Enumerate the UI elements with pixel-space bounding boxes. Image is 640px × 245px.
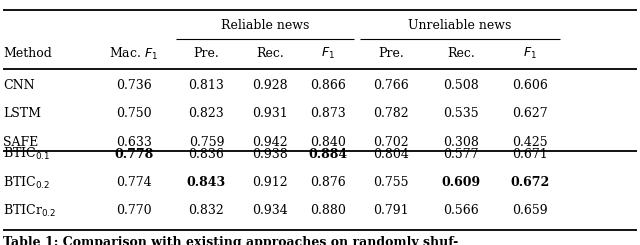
Text: 0.880: 0.880: [310, 204, 346, 217]
Text: 0.832: 0.832: [189, 204, 224, 217]
Text: 0.508: 0.508: [443, 79, 479, 92]
Text: BTIC$_{0.1}$: BTIC$_{0.1}$: [3, 146, 51, 162]
Text: 0.942: 0.942: [252, 135, 287, 149]
Text: 0.912: 0.912: [252, 176, 287, 189]
Text: 0.755: 0.755: [374, 176, 409, 189]
Text: 0.866: 0.866: [310, 79, 346, 92]
Text: 0.425: 0.425: [512, 135, 547, 149]
Text: 0.782: 0.782: [374, 107, 409, 121]
Text: Rec.: Rec.: [447, 47, 475, 61]
Text: 0.633: 0.633: [116, 135, 152, 149]
Text: LSTM: LSTM: [3, 107, 41, 121]
Text: Unreliable news: Unreliable news: [408, 19, 512, 32]
Text: 0.873: 0.873: [310, 107, 346, 121]
Text: 0.535: 0.535: [443, 107, 479, 121]
Text: Method: Method: [3, 47, 52, 61]
Text: 0.804: 0.804: [373, 148, 410, 161]
Text: 0.566: 0.566: [443, 204, 479, 217]
Text: 0.759: 0.759: [189, 135, 224, 149]
Text: Pre.: Pre.: [378, 47, 404, 61]
Text: 0.938: 0.938: [252, 148, 287, 161]
Text: 0.627: 0.627: [512, 107, 547, 121]
Text: 0.876: 0.876: [310, 176, 346, 189]
Text: 0.577: 0.577: [443, 148, 479, 161]
Text: SAFE: SAFE: [3, 135, 38, 149]
Text: 0.823: 0.823: [189, 107, 224, 121]
Text: Rec.: Rec.: [256, 47, 284, 61]
Text: Reliable news: Reliable news: [221, 19, 309, 32]
Text: BTIC$_{0.2}$: BTIC$_{0.2}$: [3, 174, 50, 191]
Text: 0.778: 0.778: [114, 148, 154, 161]
Text: 0.931: 0.931: [252, 107, 287, 121]
Text: 0.606: 0.606: [511, 79, 548, 92]
Text: 0.791: 0.791: [374, 204, 409, 217]
Text: 0.671: 0.671: [512, 148, 547, 161]
Text: 0.750: 0.750: [116, 107, 152, 121]
Text: 0.770: 0.770: [116, 204, 152, 217]
Text: BTICr$_{0.2}$: BTICr$_{0.2}$: [3, 203, 56, 219]
Text: 0.659: 0.659: [512, 204, 547, 217]
Text: 0.774: 0.774: [116, 176, 152, 189]
Text: 0.736: 0.736: [116, 79, 152, 92]
Text: 0.813: 0.813: [188, 79, 225, 92]
Text: CNN: CNN: [3, 79, 35, 92]
Text: $F_1$: $F_1$: [523, 46, 536, 61]
Text: 0.840: 0.840: [310, 135, 346, 149]
Text: 0.884: 0.884: [308, 148, 348, 161]
Text: $F_1$: $F_1$: [321, 46, 335, 61]
Text: 0.702: 0.702: [374, 135, 409, 149]
Text: 0.308: 0.308: [443, 135, 479, 149]
Text: Table 1: Comparison with existing approaches on randomly shuf-
fled data. BTIC$_: Table 1: Comparison with existing approa…: [3, 236, 483, 245]
Text: Pre.: Pre.: [193, 47, 220, 61]
Text: 0.928: 0.928: [252, 79, 287, 92]
Text: 0.836: 0.836: [188, 148, 225, 161]
Text: 0.672: 0.672: [510, 176, 549, 189]
Text: 0.609: 0.609: [441, 176, 481, 189]
Text: 0.934: 0.934: [252, 204, 287, 217]
Text: 0.843: 0.843: [187, 176, 226, 189]
Text: 0.766: 0.766: [374, 79, 409, 92]
Text: Mac. $F_1$: Mac. $F_1$: [109, 46, 158, 62]
